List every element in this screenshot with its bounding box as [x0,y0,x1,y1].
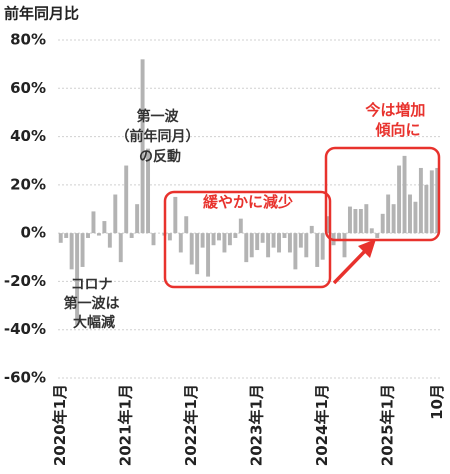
x-tick-label: 10月 [428,384,446,420]
bar [424,184,429,234]
bar [255,233,260,251]
bar [315,233,320,267]
y-tick-label: -60% [4,369,46,387]
bar [75,233,80,325]
bar [298,233,303,248]
bar [129,233,134,238]
bar [380,213,385,234]
bar [244,233,249,263]
bar [80,233,85,267]
bar [140,59,145,234]
bar [260,233,265,243]
y-axis-label: 前年同月比 [4,5,79,23]
y-tick-label: 20% [10,175,46,193]
bar [195,233,200,275]
arrow-head [358,239,376,258]
bar [64,233,69,238]
bar [238,218,243,234]
bar [211,233,216,246]
bar [358,209,363,234]
bar [353,209,358,234]
bar [266,233,271,258]
bar [96,233,101,236]
y-tick-label: 0% [21,224,46,242]
bar [408,194,412,234]
y-tick-label: 60% [10,79,46,97]
bar [320,233,325,260]
bar [397,165,402,234]
x-tick-label: 2020年1月 [51,384,69,466]
x-tick-label: 2022年1月 [182,384,200,466]
bar [386,194,391,234]
bar [222,233,227,253]
bar [184,216,189,234]
bar [86,233,90,238]
bar [287,233,292,253]
bar [107,233,112,248]
bar [413,201,418,234]
bar [342,233,347,258]
y-tick-label: 40% [10,127,46,145]
bar [418,167,423,234]
x-tick-label: 2021年1月 [117,384,135,466]
bar [173,196,178,234]
bar [429,170,434,234]
x-tick-label: 2024年1月 [313,384,331,466]
bar [124,165,129,234]
bar [58,233,63,243]
bar [167,233,172,241]
y-tick-label: -40% [4,320,46,338]
bar [369,228,374,234]
bar [375,233,380,238]
bar [217,233,221,241]
bar [233,233,238,238]
bar [151,233,156,246]
bar [304,233,309,258]
arrow [332,248,368,285]
bar [326,216,331,234]
bar [391,204,396,234]
bar [277,233,281,253]
bar [227,233,232,246]
bar [309,225,314,234]
bar [113,194,118,234]
bar [118,233,123,263]
x-tick-label: 2023年1月 [248,384,266,466]
bar [347,206,352,234]
annotation: 第一波 （前年同月） の反動 [116,108,205,165]
y-tick-label: 80% [10,31,46,49]
highlight-box [324,146,441,242]
bar [146,148,151,234]
bar [282,233,287,238]
bar [102,221,107,234]
bar [435,167,440,234]
bar [249,233,254,258]
bar [189,233,194,265]
bar [206,233,211,277]
bar [69,233,74,270]
y-tick-label: -20% [4,272,46,290]
annotation: 今は増加 傾向に [364,101,430,139]
annotation: 緩やかに減少 [203,193,293,211]
bar [91,211,96,234]
x-tick-label: 2025年1月 [379,384,397,466]
bar [337,233,342,241]
annotation: コロナ 第一波は 大幅減 [64,277,125,331]
bar [135,204,140,234]
bar [402,155,407,234]
bar [200,233,205,248]
bar [293,233,298,270]
bar [271,233,276,248]
bar [364,204,369,234]
bar [178,233,183,253]
